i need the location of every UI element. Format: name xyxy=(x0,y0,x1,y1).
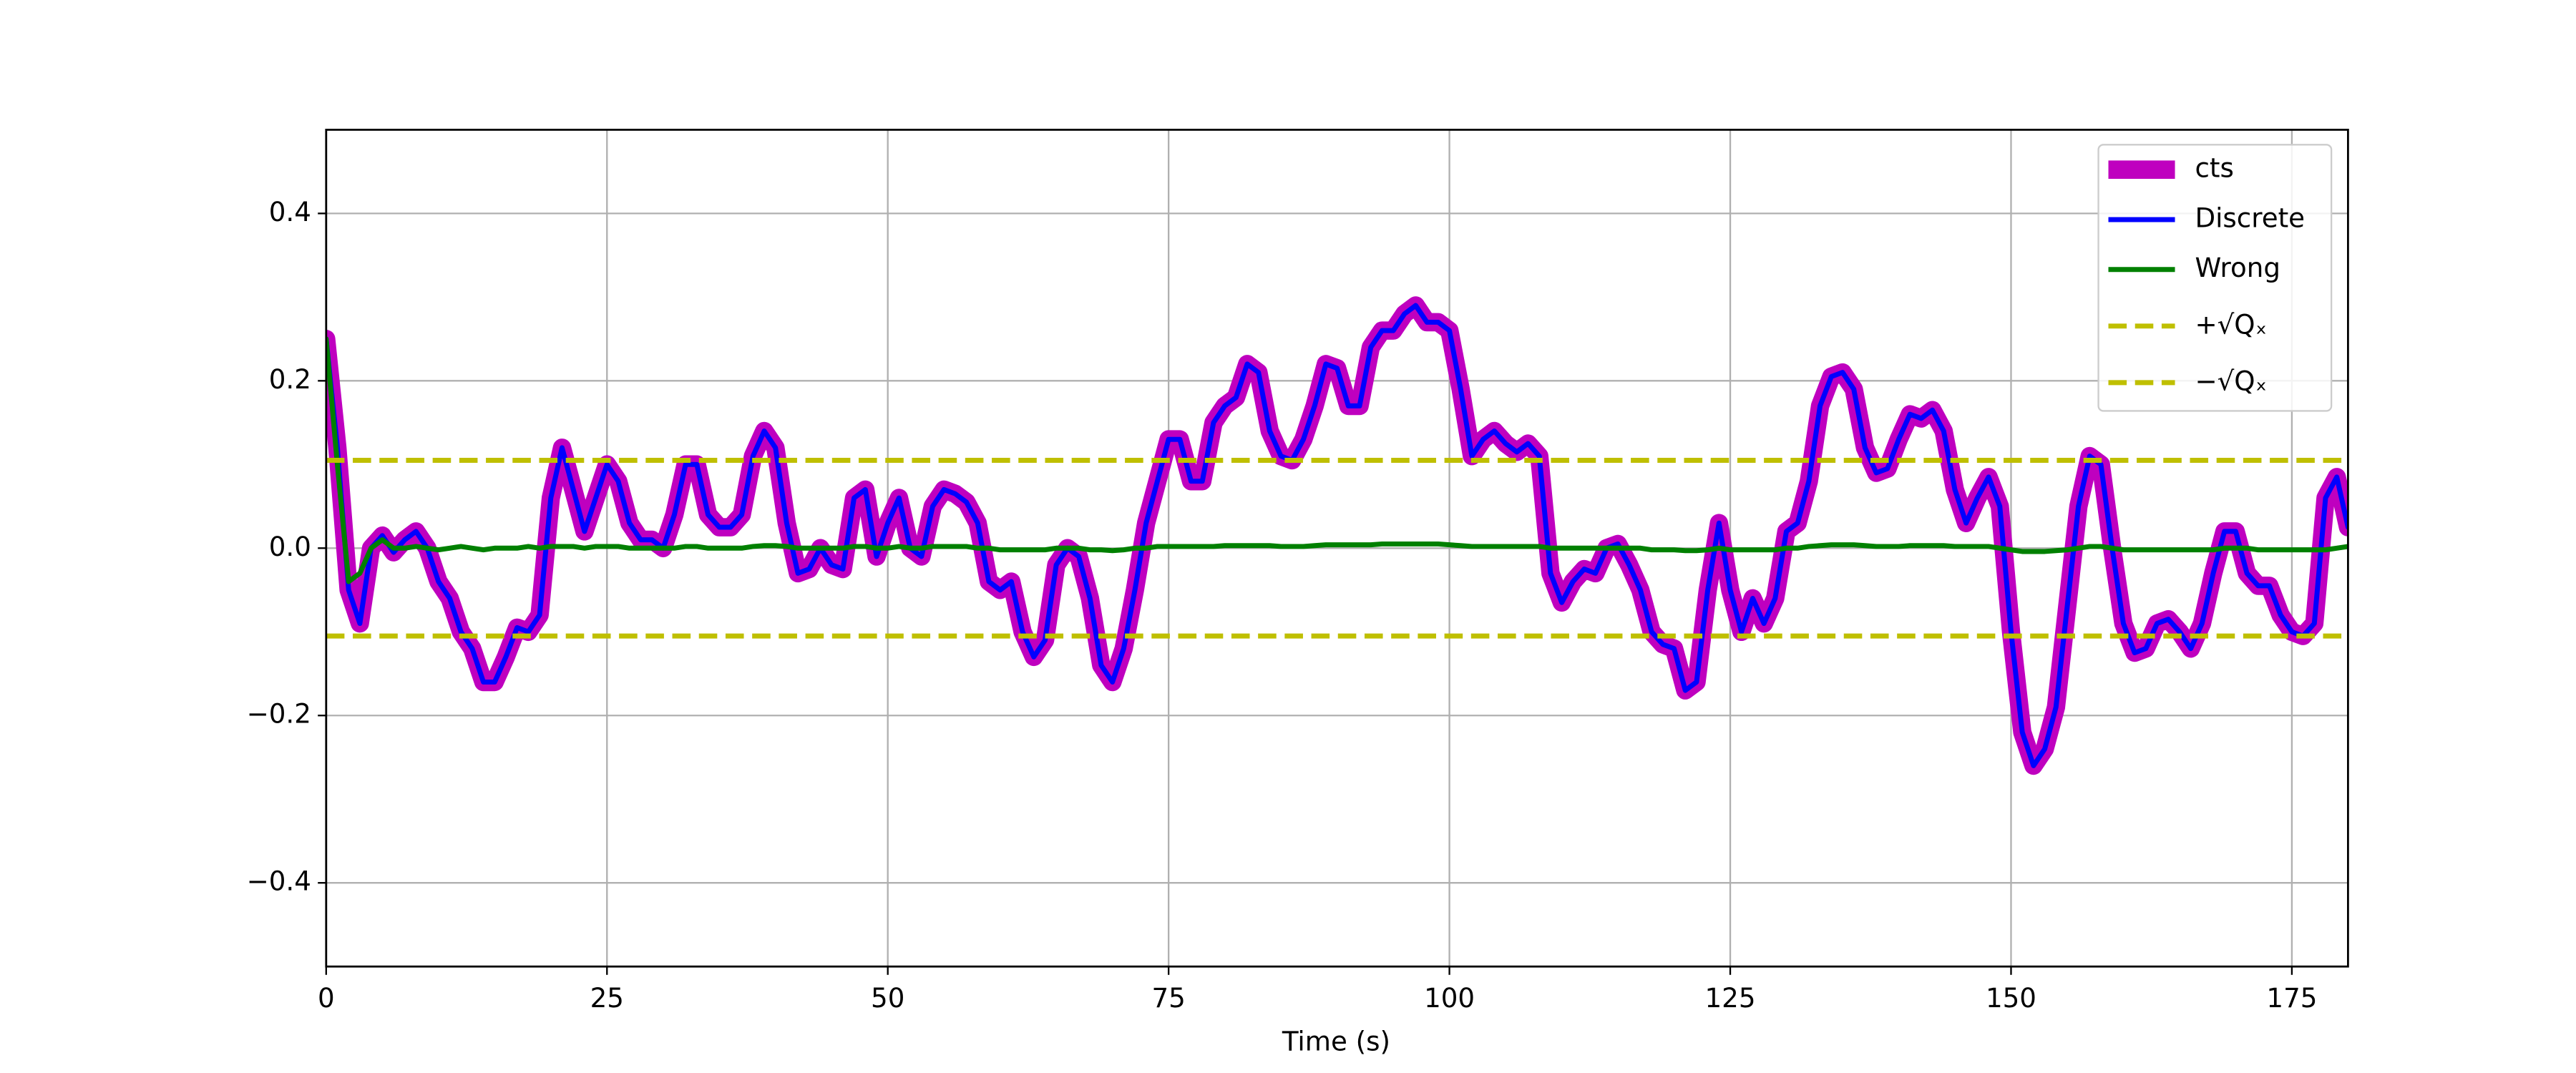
legend-label: +√Qₓ xyxy=(2195,308,2267,340)
y-tick-label: 0.2 xyxy=(269,363,311,395)
x-tick-label: 150 xyxy=(1986,982,2036,1014)
legend-label: −√Qₓ xyxy=(2195,365,2267,396)
plot-area xyxy=(326,296,2348,775)
legend-label: Discrete xyxy=(2195,202,2305,233)
x-tick-label: 125 xyxy=(1705,982,1756,1014)
x-tick-label: 100 xyxy=(1424,982,1475,1014)
x-tick-label: 25 xyxy=(590,982,624,1014)
y-tick-label: 0.4 xyxy=(269,196,311,227)
y-tick-label: −0.4 xyxy=(247,866,311,897)
x-tick-label: 75 xyxy=(1151,982,1185,1014)
x-tick-label: 0 xyxy=(318,982,335,1014)
x-axis-label: Time (s) xyxy=(1282,1026,1390,1057)
plot-frame xyxy=(325,129,2349,968)
x-tick-label: 175 xyxy=(2266,982,2317,1014)
series-line xyxy=(326,336,2348,584)
legend-label: cts xyxy=(2195,152,2233,184)
legend-box xyxy=(2097,144,2333,412)
y-tick-label: −0.2 xyxy=(247,698,311,730)
y-tick-label: 0.0 xyxy=(269,531,311,562)
legend: cts Discrete Wrong +√Qₓ −√Qₓ xyxy=(2097,144,2333,412)
legend-label: Wrong xyxy=(2195,252,2280,283)
x-tick-label: 50 xyxy=(871,982,904,1014)
